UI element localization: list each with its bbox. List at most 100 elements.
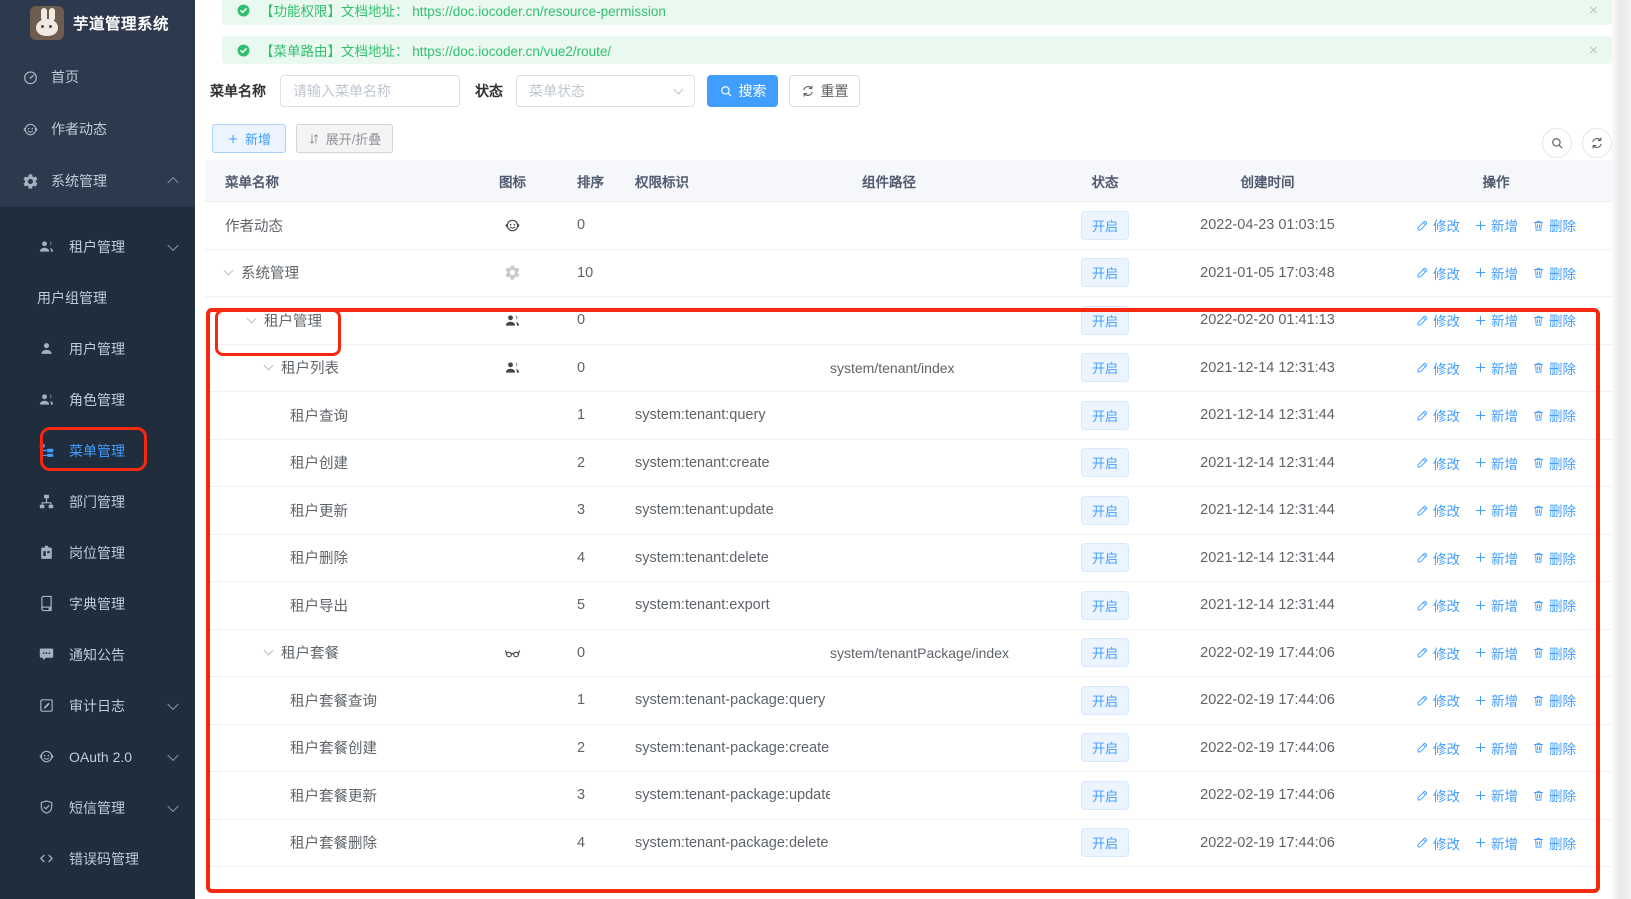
sidebar-item-部门管理[interactable]: 部门管理 [0,476,195,527]
delete-link[interactable]: 删除 [1532,785,1576,805]
vertical-scrollbar[interactable] [1612,0,1631,899]
sidebar-item-短信管理[interactable]: 短信管理 [0,782,195,833]
sidebar-item-审计日志[interactable]: 审计日志 [0,680,195,731]
refresh-icon [1590,136,1604,150]
menu-name-label: 菜单名称 [210,83,266,99]
edit-link-label: 修改 [1433,314,1460,330]
edit-link[interactable]: 修改 [1416,548,1460,568]
add-link[interactable]: 新增 [1474,690,1518,710]
sidebar-item-菜单管理[interactable]: 菜单管理 [0,425,195,476]
sort-updown-icon [308,133,320,145]
status-label: 状态 [475,83,503,99]
close-icon[interactable] [1587,4,1600,17]
edit-link[interactable]: 修改 [1416,643,1460,663]
add-link[interactable]: 新增 [1474,453,1518,473]
column-header-菜单名称: 菜单名称 [225,174,279,190]
menu-status-select[interactable]: 菜单状态 [516,75,695,107]
pencil-icon [1416,266,1429,279]
edit-link[interactable]: 修改 [1416,215,1460,235]
status-badge: 开启 [1080,353,1129,383]
edit-link[interactable]: 修改 [1416,738,1460,758]
edit-link[interactable]: 修改 [1416,358,1460,378]
sidebar-item-系统管理[interactable]: 系统管理 [0,155,195,207]
sidebar-item-岗位管理[interactable]: 岗位管理 [0,527,195,578]
delete-link[interactable]: 删除 [1532,215,1576,235]
plus-icon [1474,266,1487,279]
edit-link-label: 修改 [1433,504,1460,520]
cell-menu-name: 租户套餐更新 [205,785,460,806]
edit-link[interactable]: 修改 [1416,263,1460,283]
delete-link[interactable]: 删除 [1532,833,1576,853]
add-link[interactable]: 新增 [1474,833,1518,853]
delete-link[interactable]: 删除 [1532,453,1576,473]
close-icon[interactable] [1587,44,1600,57]
sidebar-item-错误码管理[interactable]: 错误码管理 [0,833,195,884]
add-button[interactable]: 新增 [212,124,286,153]
delete-link[interactable]: 删除 [1532,500,1576,520]
sidebar-item-用户管理[interactable]: 用户管理 [0,323,195,374]
sidebar-item-字典管理[interactable]: 字典管理 [0,578,195,629]
sidebar-item-用户组管理[interactable]: 用户组管理 [0,272,195,323]
sidebar-item-首页[interactable]: 首页 [0,51,195,103]
org-icon [38,493,55,510]
add-link[interactable]: 新增 [1474,548,1518,568]
caret-down-icon[interactable] [263,360,274,371]
edit-link[interactable]: 修改 [1416,500,1460,520]
add-link[interactable]: 新增 [1474,595,1518,615]
edit-link[interactable]: 修改 [1416,595,1460,615]
cell-status: 开启 [1055,400,1155,430]
edit-link[interactable]: 修改 [1416,405,1460,425]
search-button[interactable]: 搜索 [707,75,778,107]
delete-link[interactable]: 删除 [1532,595,1576,615]
add-link[interactable]: 新增 [1474,405,1518,425]
add-link[interactable]: 新增 [1474,215,1518,235]
caret-down-icon[interactable] [223,265,234,276]
sidebar-item-角色管理[interactable]: 角色管理 [0,374,195,425]
sidebar-item-通知公告[interactable]: 通知公告 [0,629,195,680]
edit-link-label: 修改 [1433,361,1460,377]
delete-link[interactable]: 删除 [1532,690,1576,710]
add-link[interactable]: 新增 [1474,358,1518,378]
reset-button[interactable]: 重置 [789,75,860,107]
trash-icon [1532,836,1545,849]
add-link-label: 新增 [1491,266,1518,282]
plus-icon [1474,409,1487,422]
trash-icon [1532,409,1545,422]
trash-icon [1532,504,1545,517]
sidebar-item-OAuth 2.0[interactable]: OAuth 2.0 [0,731,195,782]
delete-link[interactable]: 删除 [1532,738,1576,758]
add-link[interactable]: 新增 [1474,785,1518,805]
cell-sort: 3 [577,502,586,519]
sidebar-item-租户管理[interactable]: 租户管理 [0,221,195,272]
caret-down-icon[interactable] [263,645,274,656]
add-link[interactable]: 新增 [1474,310,1518,330]
add-link[interactable]: 新增 [1474,643,1518,663]
edit-link[interactable]: 修改 [1416,690,1460,710]
add-link[interactable]: 新增 [1474,500,1518,520]
table-search-button[interactable] [1542,128,1572,158]
menu-name-input[interactable] [280,75,460,107]
cell-icon [460,312,565,329]
delete-link[interactable]: 删除 [1532,263,1576,283]
caret-down-icon[interactable] [246,313,257,324]
table-refresh-button[interactable] [1582,128,1612,158]
edit-link[interactable]: 修改 [1416,453,1460,473]
delete-link[interactable]: 删除 [1532,405,1576,425]
edit-link[interactable]: 修改 [1416,785,1460,805]
cell-actions: 修改 新增 删除 [1380,453,1612,473]
delete-link[interactable]: 删除 [1532,643,1576,663]
sidebar-menu-top: 首页 作者动态 系统管理 [0,51,195,207]
sidebar-item-作者动态[interactable]: 作者动态 [0,103,195,155]
edit-link-label: 修改 [1433,646,1460,662]
edit-link[interactable]: 修改 [1416,833,1460,853]
delete-link[interactable]: 删除 [1532,310,1576,330]
delete-link[interactable]: 删除 [1532,548,1576,568]
column-header-图标: 图标 [499,174,526,190]
chevron-down-icon [167,698,179,710]
delete-link[interactable]: 删除 [1532,358,1576,378]
add-link[interactable]: 新增 [1474,263,1518,283]
table-row: 租户更新 3 system:tenant:update 开启 2021-12-14 12… [205,487,1612,535]
expand-collapse-button[interactable]: 展开/折叠 [296,124,393,153]
add-link[interactable]: 新增 [1474,738,1518,758]
edit-link[interactable]: 修改 [1416,310,1460,330]
